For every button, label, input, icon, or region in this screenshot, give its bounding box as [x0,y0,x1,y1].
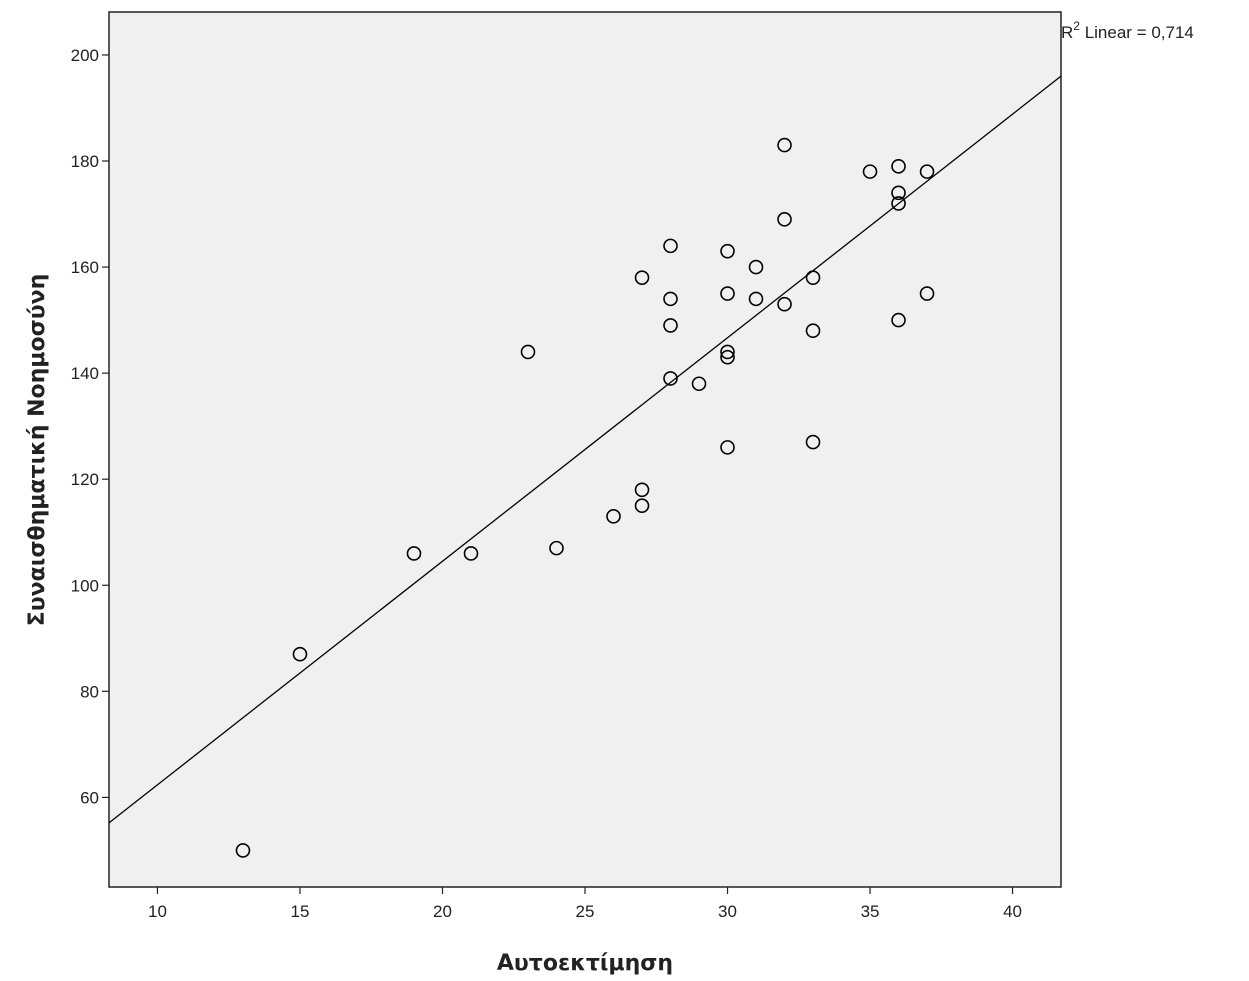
data-point [891,312,906,328]
data-point [292,646,308,662]
data-point [235,843,251,858]
x-tick-label: 25 [576,902,595,921]
data-point [606,509,621,524]
data-point [891,185,906,201]
data-point [634,498,650,514]
data-point [720,286,735,301]
data-point [891,196,906,211]
data-point [919,164,935,179]
data-point [663,291,678,307]
data-point [634,482,650,498]
y-axis: 60 80 100 120 140 160 180 200 [71,46,109,807]
data-point [777,137,792,153]
y-tick-label: 180 [71,152,99,171]
data-point [549,540,564,556]
y-axis-title: Συναισθηματική Νοημοσύνη [25,274,50,626]
data-point [805,270,821,285]
x-tick-label: 10 [148,902,167,921]
x-axis: 10 15 20 25 30 35 40 [148,887,1022,921]
y-tick-label: 120 [71,470,99,489]
data-point [406,546,422,561]
data-point [520,344,536,360]
y-tick-label: 140 [71,364,99,383]
data-point [463,546,479,561]
data-point [777,296,792,312]
x-tick-label: 35 [861,902,880,921]
r-squared-annotation: R2 Linear = 0,714 [1061,19,1194,42]
x-axis-title: Αυτοεκτίμηση [497,951,673,976]
r-squared-value: Linear = 0,714 [1080,23,1194,42]
data-point [805,434,821,450]
data-point [748,259,764,275]
y-tick-label: 200 [71,46,99,65]
y-tick-label: 60 [80,788,99,807]
y-tick-label: 80 [80,682,99,701]
data-point [862,164,878,179]
data-point [634,270,650,285]
data-point [720,349,735,365]
y-tick-label: 100 [71,576,99,595]
data-point [777,212,792,227]
data-point [663,318,678,333]
data-point [891,159,906,174]
y-tick-label: 160 [71,258,99,277]
x-tick-label: 30 [718,902,737,921]
data-point [720,344,735,360]
regression-line [108,75,1062,824]
r-squared-base: R [1061,23,1073,42]
fit-line-group [108,75,1062,824]
data-points [235,137,935,858]
r-squared-superscript: 2 [1073,19,1080,33]
data-point [805,323,821,339]
x-tick-label: 40 [1003,902,1022,921]
data-point [919,286,935,301]
data-point [748,291,764,307]
data-point [720,440,735,455]
data-point [663,371,678,386]
data-point [663,238,678,254]
data-point [720,243,735,259]
data-point [691,376,707,392]
x-tick-label: 20 [433,902,452,921]
x-tick-label: 15 [291,902,310,921]
